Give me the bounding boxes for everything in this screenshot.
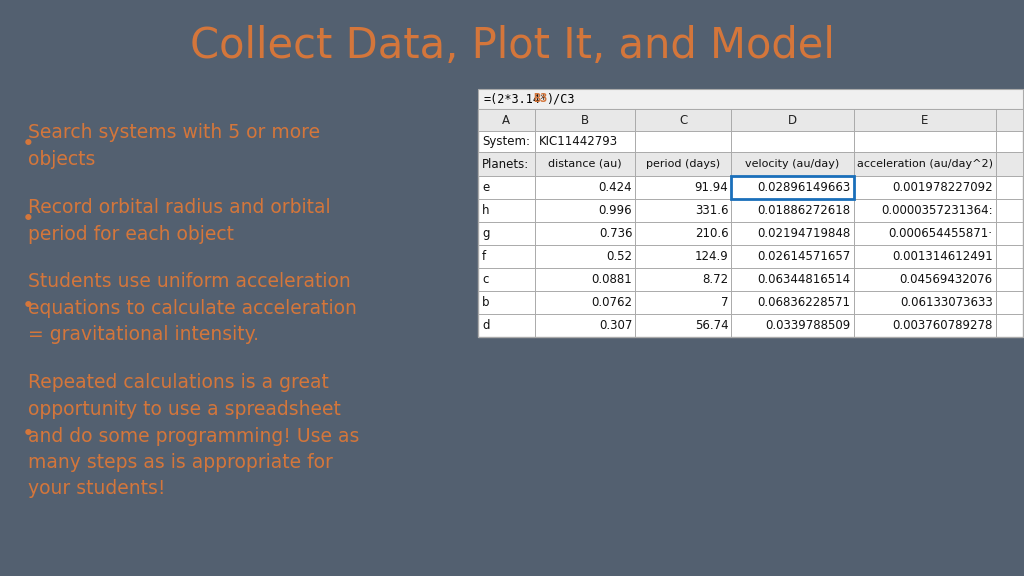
Text: •: • [22, 209, 35, 229]
Text: 91.94: 91.94 [694, 181, 728, 194]
Text: 0.02896149663: 0.02896149663 [758, 181, 851, 194]
Text: )/C3: )/C3 [546, 93, 574, 105]
Text: Students use uniform acceleration
equations to calculate acceleration
= gravitat: Students use uniform acceleration equati… [28, 272, 357, 344]
Text: d: d [482, 319, 489, 332]
Text: 0.02194719848: 0.02194719848 [758, 227, 851, 240]
Text: Planets:: Planets: [482, 157, 529, 170]
Bar [478, 109, 1023, 337]
Text: 0.0339788509: 0.0339788509 [766, 319, 851, 332]
Text: 0.736: 0.736 [599, 227, 632, 240]
Text: B: B [581, 113, 589, 127]
Text: 124.9: 124.9 [694, 250, 728, 263]
Text: period (days): period (days) [646, 159, 721, 169]
Text: 8.72: 8.72 [702, 273, 728, 286]
Text: 7: 7 [721, 296, 728, 309]
Bar [478, 152, 1023, 176]
Text: 210.6: 210.6 [694, 227, 728, 240]
Text: 0.01886272618: 0.01886272618 [758, 204, 851, 217]
Text: 0.04569432076: 0.04569432076 [899, 273, 992, 286]
Text: 0.996: 0.996 [599, 204, 632, 217]
Text: f: f [482, 250, 486, 263]
Text: System:: System: [482, 135, 530, 148]
Text: 0.52: 0.52 [606, 250, 632, 263]
Text: KIC11442793: KIC11442793 [539, 135, 617, 148]
Text: 0.06836228571: 0.06836228571 [758, 296, 851, 309]
Text: D: D [788, 113, 797, 127]
Text: Repeated calculations is a great
opportunity to use a spreadsheet
and do some pr: Repeated calculations is a great opportu… [28, 373, 359, 498]
Text: c: c [482, 273, 488, 286]
Bar [731, 176, 854, 199]
Text: •: • [22, 134, 35, 154]
Text: distance (au): distance (au) [548, 159, 622, 169]
Text: C: C [679, 113, 687, 127]
Text: 0.02614571657: 0.02614571657 [758, 250, 851, 263]
Text: 331.6: 331.6 [695, 204, 728, 217]
Text: 0.001978227092: 0.001978227092 [892, 181, 992, 194]
Bar [478, 89, 1023, 109]
Text: E: E [921, 113, 929, 127]
Text: 0.0881: 0.0881 [592, 273, 632, 286]
Text: B3: B3 [534, 93, 547, 105]
Text: Search systems with 5 or more
objects: Search systems with 5 or more objects [28, 123, 321, 169]
Text: 0.424: 0.424 [599, 181, 632, 194]
Text: 0.003760789278: 0.003760789278 [892, 319, 992, 332]
Bar [478, 109, 1023, 131]
Text: e: e [482, 181, 489, 194]
Text: 0.06133073633: 0.06133073633 [900, 296, 992, 309]
Text: velocity (au/day): velocity (au/day) [745, 159, 840, 169]
Text: 0.06344816514: 0.06344816514 [758, 273, 851, 286]
Text: 0.0000357231364:: 0.0000357231364: [881, 204, 992, 217]
Text: 0.307: 0.307 [599, 319, 632, 332]
Text: 0.000654455871·: 0.000654455871· [889, 227, 992, 240]
Text: g: g [482, 227, 489, 240]
Text: h: h [482, 204, 489, 217]
Text: Record orbital radius and orbital
period for each object: Record orbital radius and orbital period… [28, 198, 331, 244]
Text: A: A [503, 113, 510, 127]
Text: Collect Data, Plot It, and Model: Collect Data, Plot It, and Model [189, 25, 835, 67]
Text: 56.74: 56.74 [694, 319, 728, 332]
Text: •: • [22, 296, 35, 316]
Text: acceleration (au/day^2): acceleration (au/day^2) [857, 159, 992, 169]
Text: b: b [482, 296, 489, 309]
Text: =(2*3.14*: =(2*3.14* [483, 93, 547, 105]
Text: •: • [22, 424, 35, 444]
Text: 0.0762: 0.0762 [591, 296, 632, 309]
Text: 0.001314612491: 0.001314612491 [892, 250, 992, 263]
